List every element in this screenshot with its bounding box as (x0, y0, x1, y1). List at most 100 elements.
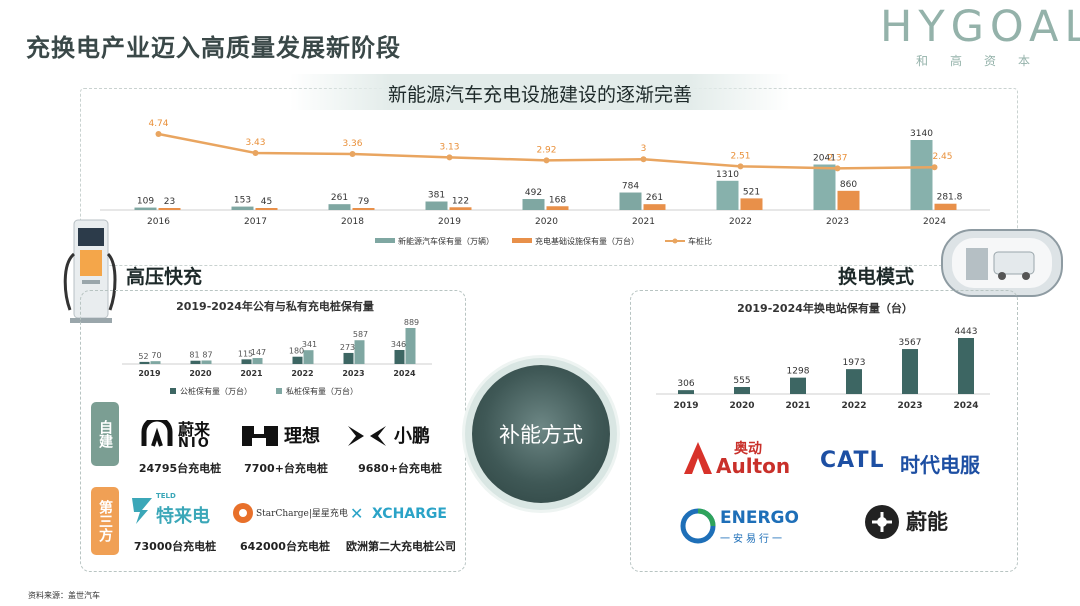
starcharge-caption: 642000台充电桩 (240, 540, 330, 553)
xcharge-caption: 欧洲第二大充电桩公司 (346, 540, 456, 553)
ev-stock-bar (134, 207, 157, 210)
pile-year-label: 2022 (291, 369, 313, 378)
swap-bar-chart: 306 2019 555 2020 1298 2021 1973 2022 3567 2023 44… (656, 327, 990, 411)
public-pile-bar (292, 356, 303, 364)
ratio-label: 2.45 (932, 152, 952, 162)
pile-year-label: 2021 (240, 369, 263, 378)
teld-logo: TELD 特来电 (130, 492, 230, 528)
starcharge-emblem-icon (233, 503, 253, 523)
ratio-point (252, 149, 259, 156)
charger-stock-bar (449, 207, 472, 210)
swap-station-label: 1298 (787, 367, 810, 377)
legend-private-swatch (276, 388, 282, 394)
public-pile-bar (190, 360, 201, 364)
page-title: 充换电产业迈入高质量发展新阶段 (26, 34, 401, 62)
charger-stock-label: 23 (164, 197, 175, 207)
aulton-cn-text: 奥动 (734, 441, 762, 457)
logo-wordmark: HYGOAL (880, 2, 1080, 52)
swap-station-label: 1973 (843, 358, 866, 368)
hygoal-logo: HYGOAL 和高资本 (880, 2, 1080, 72)
weineng-text: 蔚能 (906, 510, 948, 534)
weineng-emblem-icon (865, 505, 899, 539)
ev-stock-bar (716, 180, 739, 210)
fast-charge-panel (80, 290, 466, 572)
pile-year-label: 2023 (342, 369, 364, 378)
public-pile-label: 81 (189, 351, 199, 360)
legend-ev-label: 新能源汽车保有量（万辆） (398, 236, 494, 246)
private-pile-label: 587 (353, 330, 368, 339)
third-party-tag: 第三方 (91, 487, 119, 555)
ratio-label: 3 (641, 144, 647, 154)
nio-logo: 蔚来 NIO (136, 416, 226, 456)
year-tick-label: 2022 (729, 217, 752, 227)
energo-cn-text: 一安易行一 (720, 534, 785, 545)
swap-year-label: 2021 (785, 401, 810, 411)
pile-year-label: 2019 (138, 369, 161, 378)
nio-en-text: NIO (178, 436, 211, 451)
nio-cn-text: 蔚来 (178, 420, 211, 439)
ev-stock-label: 261 (331, 193, 348, 203)
public-pile-label: 273 (340, 343, 355, 352)
ev-stock-label: 381 (428, 191, 445, 201)
swap-station-label: 3567 (899, 338, 922, 348)
charger-stock-label: 168 (549, 195, 566, 205)
ratio-label: 4.74 (148, 119, 168, 129)
ev-stock-bar (425, 201, 448, 210)
private-pile-label: 70 (151, 351, 161, 360)
year-tick-label: 2016 (147, 217, 170, 227)
ratio-label: 2.92 (536, 145, 556, 155)
charger-stock-label: 261 (646, 193, 663, 203)
ev-stock-label: 3140 (910, 129, 933, 139)
private-pile-bar (405, 328, 416, 364)
legend-ev-swatch (375, 238, 395, 243)
charger-stock-bar (255, 208, 278, 210)
charger-stock-label: 79 (358, 197, 370, 207)
swap-station-label: 306 (677, 379, 694, 389)
ratio-label: 3.36 (342, 139, 362, 149)
charger-stock-bar (934, 203, 957, 210)
ratio-point (931, 164, 938, 171)
swap-year-label: 2020 (729, 401, 754, 411)
swap-station-bar (790, 377, 806, 394)
xpeng-caption: 9680+台充电桩 (358, 462, 442, 475)
teld-emblem-icon (132, 498, 152, 524)
private-pile-bar (303, 350, 314, 364)
swap-year-label: 2024 (953, 401, 978, 411)
teld-small-text: TELD (156, 492, 176, 500)
teld-text: 特来电 (156, 506, 210, 527)
swap-year-label: 2019 (673, 401, 698, 411)
ev-stock-label: 492 (525, 188, 542, 198)
energo-logo: ENERGO 一安易行一 (680, 506, 820, 548)
ev-stock-bar (231, 206, 254, 210)
ev-stock-bar (910, 140, 933, 210)
legend-charger-label: 充电基础设施保有量（万台） (535, 236, 639, 246)
ratio-point (834, 165, 841, 172)
ev-stock-label: 153 (234, 196, 251, 206)
pile-chart-title: 2019-2024年公有与私有充电桩保有量 (176, 300, 374, 313)
lixiang-logo: 理想 (240, 420, 330, 450)
charger-stock-label: 122 (452, 196, 469, 206)
private-pile-bar (150, 361, 161, 364)
ratio-point (446, 154, 453, 161)
source-note: 资料来源：盖世汽车 (28, 591, 100, 600)
swap-station-bar (958, 338, 974, 394)
lixiang-emblem-icon (242, 426, 278, 446)
ev-stock-bar (328, 204, 351, 210)
private-pile-bar (201, 360, 212, 364)
xpeng-emblem-icon (348, 426, 386, 446)
private-pile-label: 889 (404, 318, 419, 327)
public-pile-bar (139, 361, 150, 364)
ev-stock-bar (522, 199, 545, 210)
battery-swap-label: 换电模式 (838, 266, 915, 288)
legend-charger-swatch (512, 238, 532, 243)
swap-station-label: 555 (733, 376, 750, 386)
charger-stock-label: 521 (743, 187, 760, 197)
ratio-point (349, 151, 356, 158)
swap-station-bar (678, 390, 694, 394)
year-tick-label: 2021 (632, 217, 655, 227)
xcharge-logo: ✕ XCHARGE (350, 504, 460, 528)
year-tick-label: 2017 (244, 217, 267, 227)
swap-year-label: 2022 (841, 401, 866, 411)
year-tick-label: 2020 (535, 217, 558, 227)
